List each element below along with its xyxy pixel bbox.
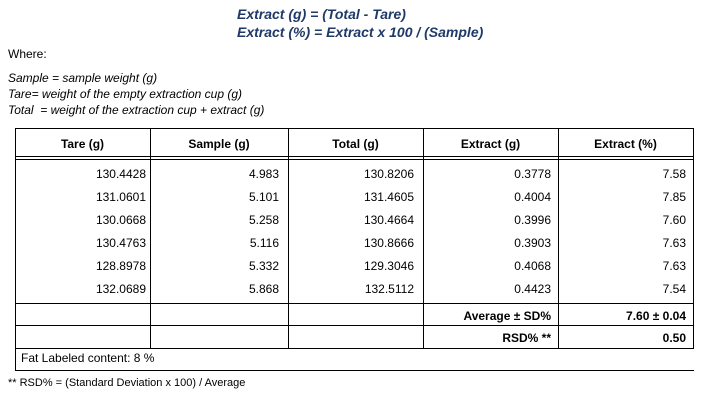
column-divider bbox=[150, 128, 151, 348]
column-divider bbox=[423, 128, 424, 348]
cell-extract-grams: 0.4423 bbox=[514, 282, 551, 296]
cell-extract-percent: 7.63 bbox=[662, 236, 686, 250]
rsd-value: 0.50 bbox=[662, 331, 686, 345]
cell-extract-percent: 7.85 bbox=[662, 190, 686, 204]
cell-extract-percent: 7.54 bbox=[662, 282, 686, 296]
cell-tare: 130.4428 bbox=[95, 167, 146, 181]
header-tare: Tare (g) bbox=[60, 137, 105, 151]
header-extract-percent: Extract (%) bbox=[594, 137, 657, 151]
cell-total: 130.4664 bbox=[363, 213, 414, 227]
where-label: Where: bbox=[8, 47, 47, 61]
cell-total: 130.8206 bbox=[363, 167, 414, 181]
cell-tare: 131.0601 bbox=[95, 190, 146, 204]
extraction-results-table: Tare (g) Sample (g) Total (g) Extract (g… bbox=[15, 128, 694, 371]
fat-labeled-content: Fat Labeled content: 8 % bbox=[21, 351, 155, 365]
cell-tare: 132.0689 bbox=[95, 282, 146, 296]
cell-extract-percent: 7.60 bbox=[662, 213, 686, 227]
cell-extract-percent: 7.58 bbox=[662, 167, 686, 181]
cell-sample: 5.116 bbox=[249, 236, 279, 250]
table-top-border bbox=[15, 128, 694, 129]
column-divider bbox=[693, 128, 694, 348]
cell-sample: 5.868 bbox=[248, 282, 279, 296]
formula-extract-grams: Extract (g) = (Total - Tare) bbox=[237, 6, 406, 22]
average-label: Average ± SD% bbox=[463, 309, 551, 323]
table-bottom-border bbox=[15, 370, 694, 371]
row-divider bbox=[15, 348, 694, 349]
row-divider bbox=[15, 325, 694, 326]
cell-sample: 5.332 bbox=[248, 259, 279, 273]
cell-extract-percent: 7.63 bbox=[662, 259, 686, 273]
rsd-label: RSD% ** bbox=[502, 331, 551, 345]
formula-extract-percent: Extract (%) = Extract x 100 / (Sample) bbox=[237, 24, 484, 40]
column-divider bbox=[558, 128, 559, 348]
column-divider bbox=[15, 128, 16, 348]
cell-sample: 5.258 bbox=[248, 213, 279, 227]
definition-total: Total = weight of the extraction cup + e… bbox=[8, 103, 265, 117]
cell-total: 131.4605 bbox=[363, 190, 414, 204]
header-sample: Sample (g) bbox=[188, 137, 250, 151]
cell-extract-grams: 0.3996 bbox=[514, 213, 551, 227]
rsd-footnote: ** RSD% = (Standard Deviation x 100) / A… bbox=[8, 377, 246, 389]
cell-extract-grams: 0.3903 bbox=[514, 236, 551, 250]
definition-sample: Sample = sample weight (g) bbox=[8, 71, 158, 85]
cell-extract-grams: 0.4068 bbox=[514, 259, 551, 273]
cell-extract-grams: 0.4004 bbox=[514, 190, 551, 204]
average-value: 7.60 ± 0.04 bbox=[626, 309, 686, 323]
cell-total: 132.5112 bbox=[364, 282, 414, 296]
cell-tare: 130.4763 bbox=[95, 236, 146, 250]
definition-tare: Tare= weight of the empty extraction cup… bbox=[8, 87, 243, 101]
cell-sample: 5.101 bbox=[248, 190, 279, 204]
header-extract-grams: Extract (g) bbox=[460, 137, 521, 151]
cell-extract-grams: 0.3778 bbox=[514, 167, 551, 181]
cell-total: 129.3046 bbox=[363, 259, 414, 273]
header-divider bbox=[15, 156, 694, 160]
cell-tare: 130.0668 bbox=[95, 213, 146, 227]
header-total: Total (g) bbox=[332, 137, 379, 151]
column-divider bbox=[288, 128, 289, 348]
fat-row-left-border bbox=[15, 348, 16, 371]
cell-total: 130.8666 bbox=[363, 236, 414, 250]
row-divider bbox=[15, 303, 694, 304]
cell-sample: 4.983 bbox=[248, 167, 279, 181]
cell-tare: 128.8978 bbox=[95, 259, 146, 273]
